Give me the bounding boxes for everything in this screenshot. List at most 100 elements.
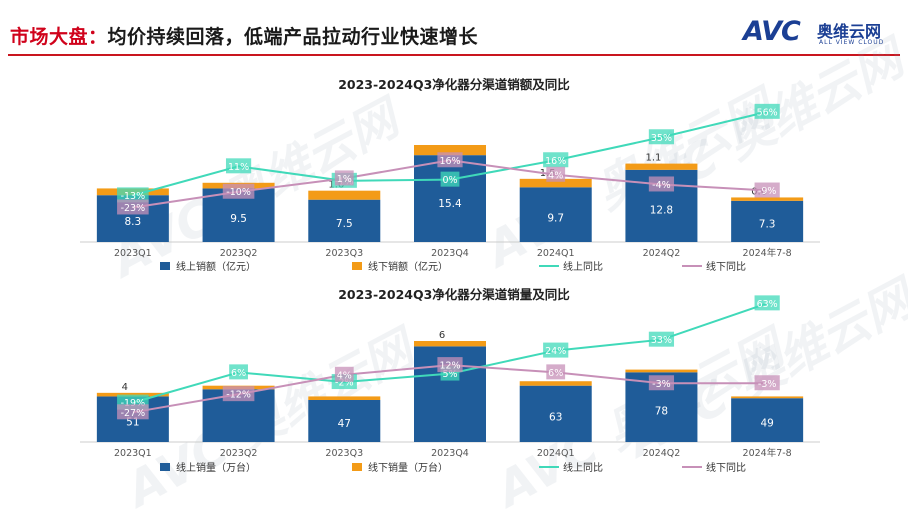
- x-tick-label: 2023Q2: [220, 248, 258, 259]
- offline-yoy-label-box: [222, 386, 255, 402]
- online-yoy-label: 33%: [651, 335, 672, 346]
- offline-yoy-label-box: [648, 176, 675, 192]
- online-yoy-label: 5%: [442, 369, 457, 380]
- bar-offline: [414, 341, 486, 347]
- page-title-prefix: 市场大盘：: [10, 26, 108, 48]
- online-yoy-label-box: [543, 342, 569, 358]
- offline-yoy-label: -27%: [121, 408, 146, 419]
- logo-brand: AVC: [743, 16, 801, 47]
- bar-online-label: 7.5: [336, 218, 353, 230]
- offline-yoy-label-box: [222, 183, 255, 199]
- bar-offline: [308, 190, 381, 200]
- offline-yoy-label-box: [648, 375, 675, 391]
- offline-yoy-label-box: [437, 357, 463, 373]
- bar-online-label: 47: [338, 418, 351, 430]
- bar-online: [731, 398, 804, 442]
- offline-yoy-label: 12%: [439, 361, 460, 372]
- offline-yoy-label: 4%: [548, 170, 563, 181]
- online-yoy-label-box: [440, 171, 460, 187]
- x-tick-label: 2024年7-8: [743, 247, 792, 259]
- bar-online: [731, 200, 804, 242]
- x-tick-label: 2023Q3: [325, 448, 363, 459]
- bar-online: [519, 385, 592, 442]
- x-tick-label: 2024Q1: [537, 448, 575, 459]
- x-tick-label: 2024Q2: [643, 448, 681, 459]
- x-tick-label: 2023Q2: [220, 448, 258, 459]
- bar-online-label: 7.3: [759, 218, 776, 230]
- offline-yoy-label: -9%: [758, 186, 777, 197]
- online-yoy-label: 16%: [545, 156, 566, 167]
- x-tick-label: 2023Q3: [325, 248, 363, 259]
- sales-amount-chart: 2023-2024Q3净化器分渠道销额及同比 8.3 2023Q1 9.5 2023Q2…: [80, 77, 820, 273]
- online-yoy-label-box: [648, 129, 675, 145]
- bar-offline: [96, 392, 169, 397]
- online-yoy-label: 56%: [757, 107, 778, 118]
- offline-yoy-label-box: [334, 170, 354, 186]
- legend-swatch: [160, 463, 170, 471]
- offline-yoy-label-box: [117, 404, 149, 420]
- online-yoy-label: 11%: [228, 162, 249, 173]
- legend-label: 线下销额（亿元）: [368, 260, 448, 273]
- bar-online-label: 63: [549, 412, 562, 424]
- online-yoy-label: 24%: [545, 346, 566, 357]
- offline-yoy-label-box: [117, 199, 149, 215]
- offline-yoy-label-box: [754, 375, 780, 391]
- legend-label: 线上同比: [563, 461, 603, 474]
- online-yoy-label-box: [543, 152, 569, 168]
- online-yoy-label: 35%: [651, 133, 672, 144]
- legend-swatch: [352, 463, 362, 471]
- x-tick-label: 2024Q1: [537, 248, 575, 259]
- offline-yoy-label: -3%: [652, 379, 671, 390]
- legend-swatch: [160, 262, 170, 270]
- avc-logo: AVC 奥维云网 ALL VIEW CLOUD: [743, 16, 898, 52]
- offline-yoy-label: -12%: [226, 390, 251, 401]
- online-yoy-label-box: [754, 295, 780, 311]
- online-yoy-label-box: [648, 331, 675, 347]
- bar-offline: [414, 145, 486, 156]
- bar-online-label: 9.5: [230, 213, 247, 225]
- offline-yoy-label: -3%: [758, 379, 777, 390]
- bar-offline-label: 1.1: [645, 153, 661, 164]
- bar-online-label: 78: [655, 406, 668, 418]
- online-yoy-label: 6%: [231, 368, 246, 379]
- legend-label: 线下同比: [706, 260, 746, 273]
- online-yoy-label: 0%: [442, 175, 457, 186]
- offline-yoy-label-box: [754, 182, 780, 198]
- legend-swatch: [352, 262, 362, 270]
- online-yoy-label-box: [225, 158, 252, 174]
- offline-yoy-label-box: [334, 366, 354, 382]
- bar-offline: [308, 396, 381, 400]
- offline-yoy-label-box: [546, 166, 566, 182]
- offline-yoy-label: -10%: [226, 187, 251, 198]
- legend-label: 线上同比: [563, 260, 603, 273]
- legend-label: 线下同比: [706, 461, 746, 474]
- offline-yoy-label: 6%: [548, 368, 563, 379]
- bar-online: [414, 155, 486, 242]
- bar-online-label: 9.7: [547, 212, 564, 224]
- bar-offline: [519, 381, 592, 386]
- legend-label: 线上销额（亿元）: [176, 260, 256, 273]
- online-yoy-label: 63%: [757, 299, 778, 310]
- bar-offline-label: 4: [122, 382, 128, 393]
- sales-volume-chart: 2023-2024Q3净化器分渠道销量及同比 51 4 2023Q1 2023Q2 47 2…: [80, 287, 820, 474]
- offline-yoy-label: -23%: [121, 203, 146, 214]
- bar-online: [519, 187, 592, 242]
- legend-label: 线下销量（万台）: [368, 461, 448, 474]
- online-yoy-label: -2%: [335, 378, 354, 389]
- page-header: 市场大盘：均价持续回落，低端产品拉动行业快速增长 AVC 奥维云网 ALL VI…: [0, 0, 908, 60]
- bar-offline: [731, 197, 804, 201]
- x-tick-label: 2024年7-8: [743, 447, 792, 459]
- bar-offline: [625, 369, 698, 373]
- offline-yoy-label: 4%: [337, 370, 352, 381]
- x-tick-label: 2023Q1: [114, 448, 152, 459]
- bar-online-label: 51: [126, 416, 139, 428]
- logo-cn-text: 奥维云网: [817, 22, 882, 41]
- x-tick-label: 2024Q2: [643, 248, 681, 259]
- x-tick-label: 2023Q4: [431, 248, 469, 259]
- offline-yoy-label-box: [437, 152, 463, 168]
- x-tick-label: 2023Q4: [431, 448, 469, 459]
- online-yoy-label: -13%: [121, 191, 146, 202]
- bar-online-label: 12.8: [650, 205, 673, 217]
- page-title-main: 均价持续回落，低端产品拉动行业快速增长: [107, 26, 479, 48]
- offline-yoy-label-box: [546, 364, 566, 380]
